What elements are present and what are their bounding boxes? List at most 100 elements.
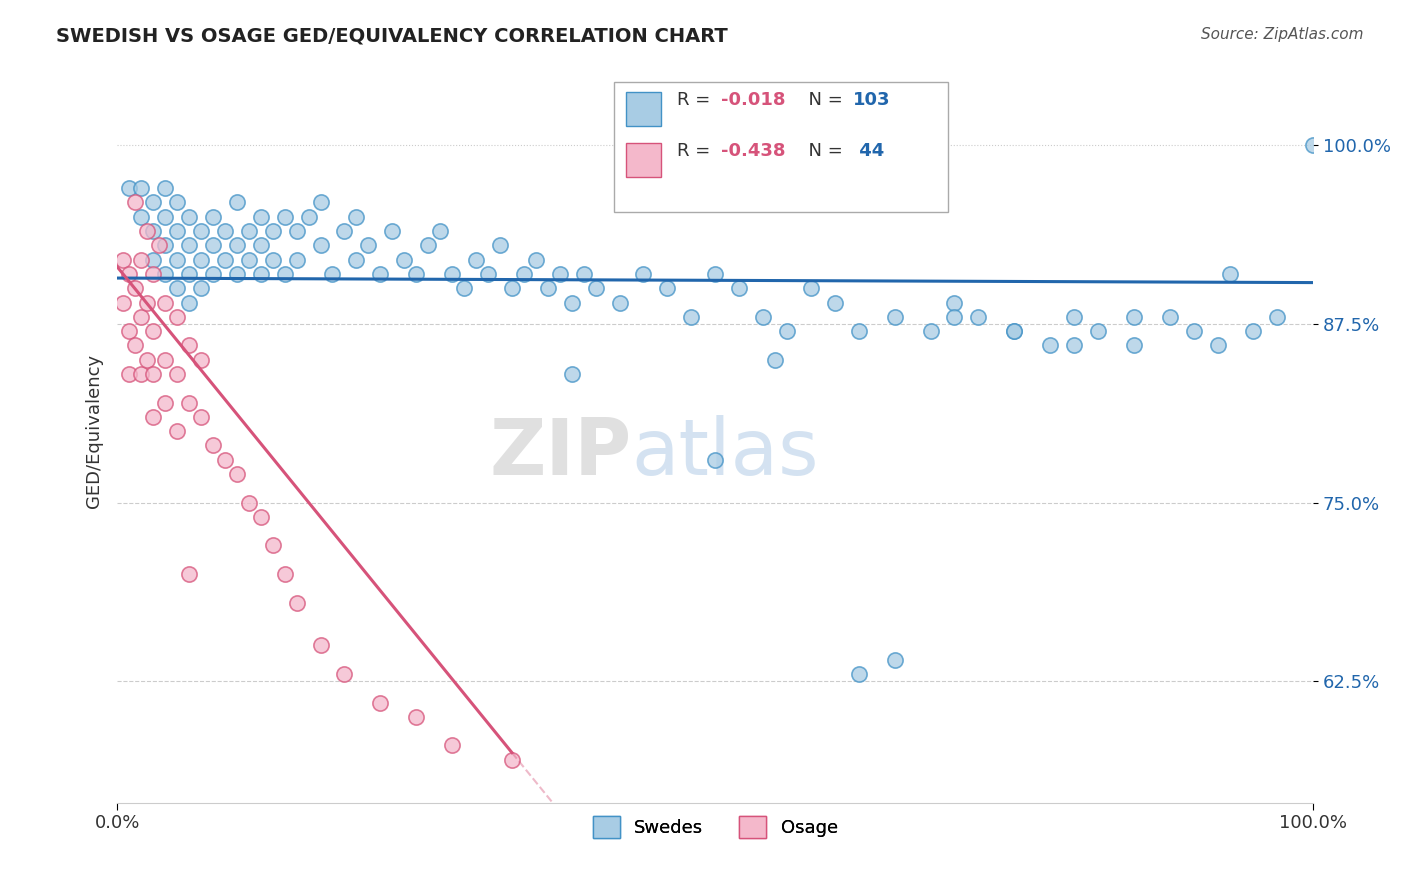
Point [124,281,146,295]
Point [177,210,200,224]
Point [153,352,176,367]
Text: Source: ZipAtlas.com: Source: ZipAtlas.com [1201,27,1364,42]
Point [1243,324,1265,338]
Point [548,267,571,281]
Point [124,338,146,352]
Point [153,181,176,195]
Point [118,324,141,338]
Point [943,295,966,310]
Point [153,395,176,409]
Point [214,252,236,267]
Point [752,310,775,324]
Point [225,267,247,281]
Point [148,238,170,252]
Point [429,224,451,238]
Point [370,696,392,710]
Point [657,281,679,295]
Point [118,267,141,281]
Point [1002,324,1025,338]
Point [441,267,464,281]
Point [728,281,751,295]
Point [513,267,536,281]
Point [309,639,332,653]
Point [166,310,188,324]
Point [704,267,727,281]
Point [249,210,271,224]
Point [489,238,512,252]
Point [142,324,165,338]
Point [704,452,727,467]
Point [166,224,188,238]
Point [848,324,870,338]
Text: -0.018: -0.018 [721,91,786,109]
Point [285,252,308,267]
Point [633,267,655,281]
Point [405,710,427,724]
Point [153,267,176,281]
Point [142,367,165,381]
Point [142,195,165,210]
Point [177,338,200,352]
Point [1122,310,1144,324]
Point [405,267,427,281]
Point [1159,310,1181,324]
Point [118,367,141,381]
Y-axis label: GED/Equivalency: GED/Equivalency [86,354,103,508]
Point [201,238,224,252]
Point [572,267,595,281]
Point [225,238,247,252]
Point [214,224,236,238]
Point [177,238,200,252]
Point [800,281,823,295]
Point [309,195,332,210]
Point [357,238,380,252]
Point [262,538,284,552]
Point [370,267,392,281]
Point [177,395,200,409]
Point [1002,324,1025,338]
Point [609,295,631,310]
Point [177,295,200,310]
Point [883,653,905,667]
Point [943,310,966,324]
Point [1039,338,1062,352]
Point [129,367,152,381]
Point [190,352,212,367]
Point [112,252,135,267]
Point [333,667,356,681]
Point [477,267,499,281]
Point [883,310,905,324]
Point [344,210,367,224]
Point [201,210,224,224]
Point [1087,324,1109,338]
Point [524,252,547,267]
Point [190,281,212,295]
Text: atlas: atlas [631,416,820,491]
Point [561,295,583,310]
Point [129,181,152,195]
Point [190,409,212,424]
Point [776,324,799,338]
Point [136,352,159,367]
Point [142,224,165,238]
Point [381,224,404,238]
Point [262,252,284,267]
Point [285,224,308,238]
Point [153,295,176,310]
Point [166,252,188,267]
Point [262,224,284,238]
Point [124,195,146,210]
Text: N =: N = [797,142,848,160]
Text: 44: 44 [853,142,884,160]
Point [273,267,295,281]
Point [201,438,224,452]
Point [321,267,343,281]
Point [681,310,703,324]
Point [920,324,942,338]
Point [177,566,200,581]
Point [1063,338,1085,352]
Point [190,252,212,267]
Bar [626,92,661,126]
Point [129,252,152,267]
Point [166,367,188,381]
